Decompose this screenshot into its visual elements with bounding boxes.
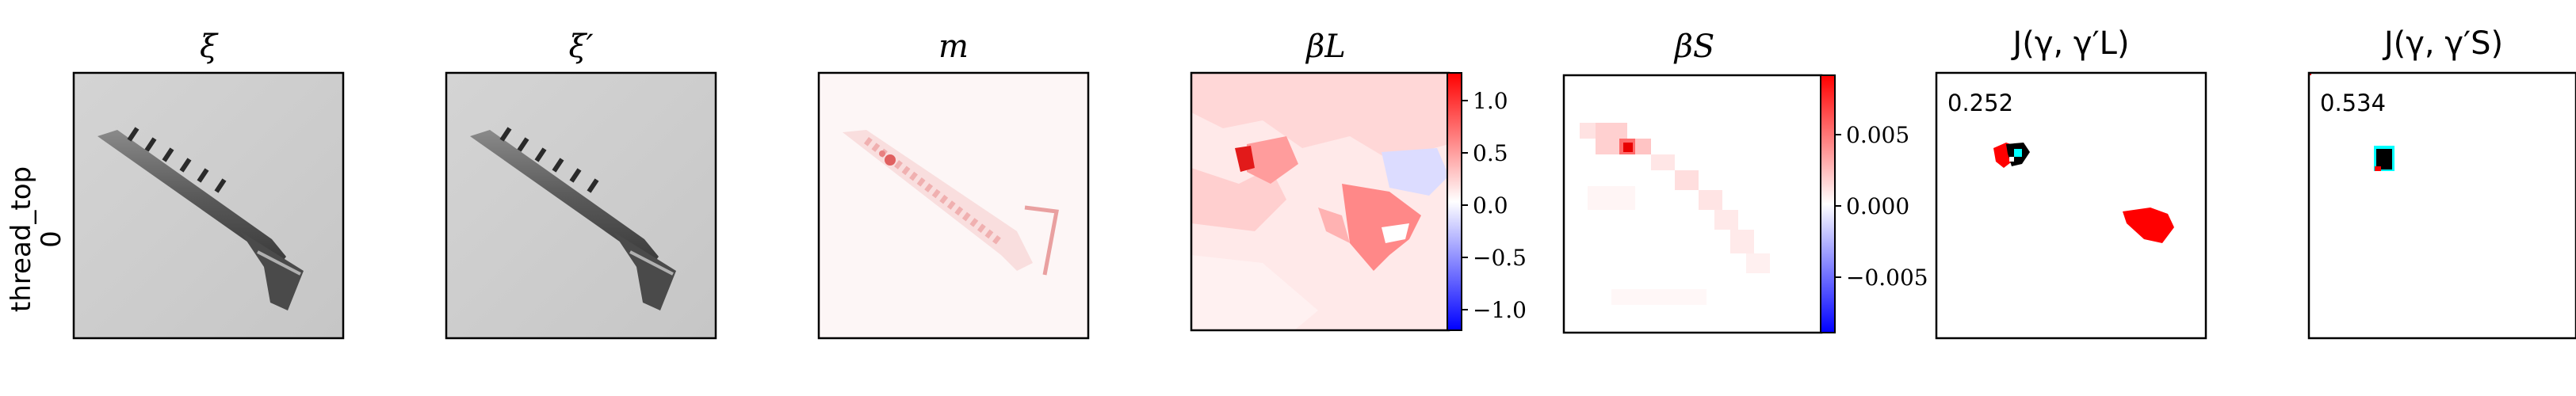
frame — [2307, 71, 2576, 340]
panel-beta-l: βL 1.0 0.5 0.0 −0.5 −1.0 — [1190, 29, 1527, 332]
row-label-index: 0 — [36, 230, 67, 248]
panel-xi: ξ — [72, 29, 345, 340]
screw-image — [470, 127, 676, 310]
panel-title-beta-s: βS — [1673, 29, 1715, 65]
colorbar-beta-l — [1447, 72, 1462, 331]
segmentation-overlay-s — [2309, 73, 2394, 171]
colorbar-tick-label: 0.000 — [1846, 193, 1909, 219]
segmentation-overlay-l — [1993, 143, 2174, 243]
panel-title-jaccard-s: J(γ, γ′S) — [2382, 25, 2503, 62]
attribution-map-large — [1191, 73, 1449, 330]
frame — [72, 71, 345, 340]
colorbar-ticks-beta-l: 1.0 0.5 0.0 −0.5 −1.0 — [1462, 88, 1527, 323]
colorbar-tick-label: 0.0 — [1473, 192, 1508, 219]
panel-m: m — [817, 29, 1090, 340]
colorbar-beta-s — [1820, 74, 1836, 333]
frame — [1935, 71, 2207, 340]
screw-image — [97, 127, 304, 310]
attribution-map-small — [1580, 123, 1770, 305]
row-label: thread_top 0 — [6, 166, 67, 312]
panel-title-beta-l: βL — [1305, 29, 1346, 65]
difference-map — [843, 130, 1059, 276]
panel-xi-prime: ξ′ — [445, 29, 717, 340]
panel-beta-s: βS 0.005 0.000 −0.005 — [1562, 29, 1928, 334]
jaccard-score-s: 0.534 — [2320, 89, 2386, 116]
panel-title-m: m — [938, 29, 969, 65]
row-label-name: thread_top — [6, 166, 37, 312]
overlay-background — [1936, 73, 2206, 338]
overlay-background — [2309, 73, 2576, 338]
panel-title-jaccard-l: J(γ, γ′L) — [2010, 25, 2129, 62]
panel-jaccard-s: J(γ, γ′S) 0.534 — [2307, 25, 2576, 340]
jaccard-score-l: 0.252 — [1947, 89, 2013, 116]
colorbar-tick-label: 1.0 — [1473, 88, 1508, 114]
frame — [445, 71, 717, 340]
colorbar-ticks-beta-s: 0.005 0.000 −0.005 — [1835, 122, 1928, 291]
colorbar-tick-label: 0.005 — [1846, 122, 1909, 148]
panel-jaccard-l: J(γ, γ′L) 0.252 — [1935, 25, 2207, 340]
colorbar-tick-label: −1.0 — [1473, 297, 1527, 323]
frame — [817, 71, 1090, 340]
panel-title-xi: ξ — [200, 29, 219, 65]
colorbar-tick-label: 0.5 — [1473, 140, 1508, 166]
colorbar-tick-label: −0.5 — [1473, 245, 1527, 271]
colorbar-tick-label: −0.005 — [1846, 265, 1928, 291]
panel-title-xi-prime: ξ′ — [568, 29, 593, 65]
